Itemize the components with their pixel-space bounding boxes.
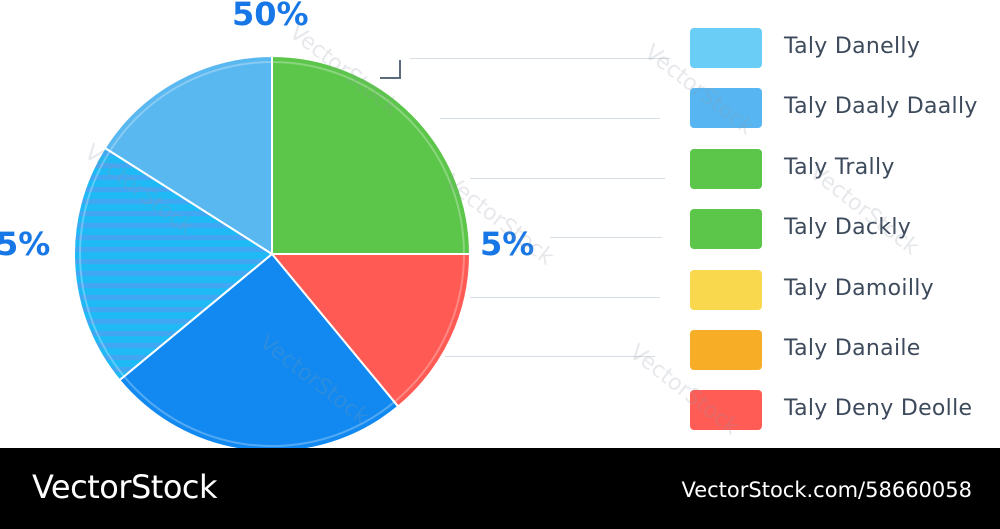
leader-line: [550, 237, 662, 238]
leader-line: [470, 297, 660, 298]
pie-slice: [118, 252, 400, 448]
pie-slice: [73, 146, 274, 382]
legend-label: Taly Deny Deolle: [784, 396, 973, 422]
footer-image-id: VectorStock.com/58660058: [681, 478, 972, 502]
chart-area: 50% 5% 5% Taly Danelly Taly Daaly Daally T…: [0, 0, 1000, 448]
legend-swatch: [690, 329, 762, 370]
callout-tick: [380, 60, 401, 79]
footer-bar: VectorStock VectorStock.com/58660058: [0, 448, 1000, 529]
label-right-5: 5%: [480, 225, 535, 263]
leader-line: [470, 178, 665, 179]
legend-swatch: [690, 209, 762, 250]
legend-swatch: [690, 28, 762, 68]
legend-swatch: [690, 148, 762, 189]
leader-line: [440, 118, 660, 119]
legend-item: Taly Dackly: [690, 209, 1000, 269]
legend-item: Taly Deny Deolle: [690, 390, 1000, 448]
legend-item: Taly Trally: [690, 148, 1000, 209]
pie-inner-rim: [79, 61, 465, 447]
legend-item: Taly Danelly: [690, 28, 1000, 88]
legend-label: Taly Danelly: [784, 34, 921, 59]
pie-chart: [73, 54, 472, 448]
pie-slice: [103, 54, 273, 256]
legend-label: Taly Dackly: [784, 215, 912, 241]
legend-swatch: [690, 88, 762, 129]
legend-label: Taly Danaile: [784, 335, 921, 361]
label-left-5: 5%: [0, 225, 51, 263]
legend: Taly Danelly Taly Daaly Daally Taly Trally…: [690, 28, 1000, 448]
pie-slice: [269, 253, 472, 408]
pie-slice: [271, 54, 472, 255]
legend-item: Taly Danaile: [690, 329, 1000, 390]
legend-label: Taly Trally: [784, 154, 895, 180]
leader-line: [410, 58, 670, 59]
legend-item: Taly Damoilly: [690, 269, 1000, 330]
legend-swatch: [690, 390, 762, 431]
legend-label: Taly Daaly Daally: [784, 94, 978, 120]
legend-item: Taly Daaly Daally: [690, 88, 1000, 148]
legend-label: Taly Damoilly: [784, 275, 934, 301]
leader-line: [445, 356, 655, 357]
legend-swatch: [690, 269, 762, 310]
footer-brand: VectorStock: [32, 468, 218, 506]
label-top-50: 50%: [232, 0, 309, 33]
